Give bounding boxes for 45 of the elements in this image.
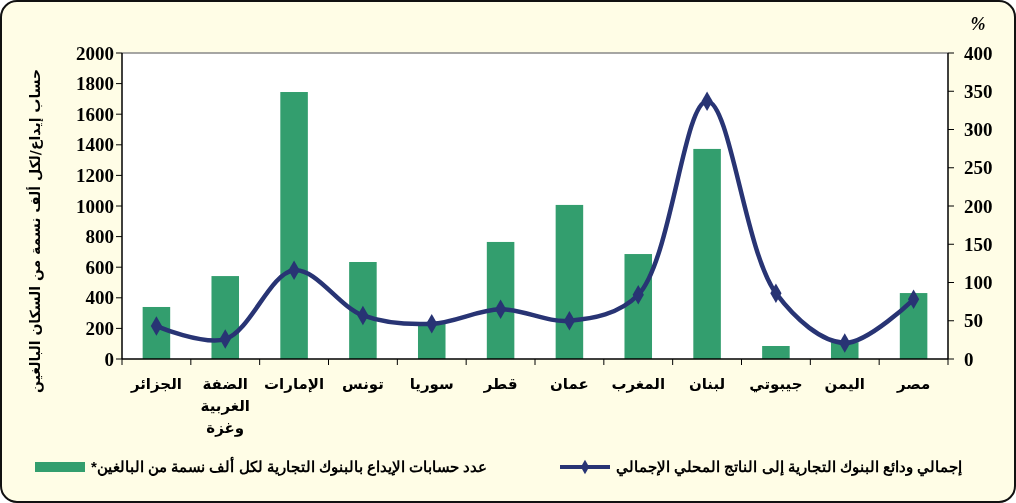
y-tick-label: 1800 [76, 73, 114, 95]
y-tick-label: 1600 [76, 103, 114, 125]
y-tick-label: 0 [104, 348, 114, 370]
legend-label: عدد حسابات الإيداع بالبنوك التجارية لكل ألف نسمة من البالغين* [91, 456, 488, 476]
x-tick-label: الإمارات [264, 375, 325, 393]
y-tick-label: 200 [85, 318, 114, 340]
bar [417, 323, 446, 359]
bar [762, 346, 790, 359]
bar [693, 148, 721, 359]
x-tick-label: قطر [482, 375, 518, 393]
y-tick-label: 800 [85, 226, 114, 248]
y2-tick-label: 150 [964, 233, 993, 255]
y2-tick-label: 350 [964, 80, 993, 102]
y2-axis-title: % [970, 14, 986, 34]
bar [555, 204, 584, 359]
y-tick-label: 1200 [76, 165, 114, 187]
x-tick-label: المغرب [611, 375, 666, 393]
x-tick-label: الجزائر [129, 375, 182, 393]
bar [280, 92, 308, 359]
bar [349, 262, 377, 359]
x-tick-label: سوريا [409, 375, 454, 393]
x-tick-label: لبنان [688, 375, 726, 393]
x-tick-label: عمان [550, 375, 589, 393]
x-tick-label: تونس [341, 375, 384, 393]
y-tick-label: 1400 [76, 134, 114, 156]
bar [624, 254, 653, 359]
bar [486, 241, 515, 359]
bar [211, 276, 240, 359]
y2-tick-label: 50 [964, 310, 983, 332]
x-tick-label: مصر [895, 375, 931, 393]
x-tick-label: الضفة الغربية وغزة [200, 375, 250, 437]
y2-tick-label: 200 [964, 195, 993, 217]
x-tick-label: جيبوتي [749, 375, 803, 393]
y-axis-title: حساب إيداع/لكل ألف نسمة من السكان البالغين [26, 69, 44, 393]
y2-tick-label: 300 [964, 119, 993, 141]
x-tick-label: اليمن [824, 375, 865, 393]
legend-label: إجمالي ودائع البنوك التجارية إلى الناتج المحلي الإجمالي [616, 458, 963, 477]
y-tick-label: 1000 [76, 195, 114, 217]
y-tick-label: 400 [85, 287, 114, 309]
y2-tick-label: 400 [964, 42, 993, 64]
y2-tick-label: 100 [964, 272, 993, 294]
y2-tick-label: 250 [964, 157, 993, 179]
y-tick-label: 2000 [76, 42, 114, 64]
y-tick-label: 600 [85, 256, 114, 278]
y2-tick-label: 0 [964, 348, 974, 370]
